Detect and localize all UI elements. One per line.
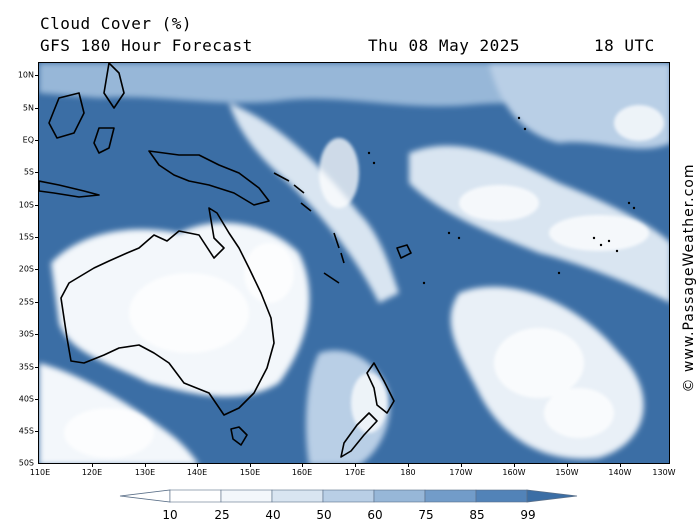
cloud-texture	[64, 105, 664, 458]
tasmania-coast	[230, 426, 248, 446]
new-caledonia	[323, 272, 340, 284]
lat-tick	[35, 269, 39, 270]
cloud-cover-map[interactable]	[38, 62, 670, 464]
lat-label-50s: 50S	[18, 458, 34, 468]
legend-label-85: 85	[469, 508, 485, 522]
lon-tick	[620, 463, 621, 467]
legend-swatch	[220, 489, 273, 503]
lat-tick	[35, 302, 39, 303]
philippines-coast	[103, 63, 125, 109]
legend-label-50: 50	[316, 508, 332, 522]
lat-label-5s: 5S	[23, 167, 34, 177]
lat-tick	[35, 205, 39, 206]
map-title: Cloud Cover (%)	[40, 14, 192, 33]
lon-label-130e: 130E	[134, 468, 156, 477]
lat-label-5n: 5N	[22, 103, 34, 113]
java-coast	[39, 180, 100, 198]
lon-tick	[302, 463, 303, 467]
lon-label-150e: 150E	[239, 468, 261, 477]
new-guinea-coast	[148, 150, 270, 206]
lon-label-170e: 170E	[344, 468, 366, 477]
lon-tick	[355, 463, 356, 467]
legend-arrow-high	[526, 489, 578, 503]
lat-label-35s: 35S	[18, 362, 34, 372]
cloud-central-band	[229, 103, 399, 303]
legend-swatch	[475, 489, 528, 503]
lon-tick	[197, 463, 198, 467]
lon-label-160e: 160E	[291, 468, 313, 477]
map-canvas	[39, 63, 669, 463]
nz-north-island	[366, 362, 395, 414]
legend-label-99: 99	[520, 508, 536, 522]
legend-swatch	[322, 489, 375, 503]
small-islands	[367, 116, 636, 285]
legend-swatch	[373, 489, 426, 503]
lat-label-15s: 15S	[18, 232, 34, 242]
vanuatu-islands	[333, 232, 345, 264]
lat-label-40s: 40S	[18, 394, 34, 404]
lat-tick	[35, 108, 39, 109]
lon-label-180: 180	[400, 468, 416, 477]
lon-tick	[145, 463, 146, 467]
lat-label-10n: 10N	[17, 70, 34, 80]
fiji-islands	[396, 244, 412, 259]
legend-label-60: 60	[367, 508, 383, 522]
coastlines	[39, 63, 412, 458]
lon-tick	[250, 463, 251, 467]
lon-label-140e: 140E	[186, 468, 208, 477]
lon-label-160w: 160W	[502, 468, 526, 477]
lon-label-170w: 170W	[449, 468, 473, 477]
solomon-islands	[273, 172, 312, 212]
lon-label-130w: 130W	[652, 468, 676, 477]
legend-label-75: 75	[418, 508, 434, 522]
lon-tick	[461, 463, 462, 467]
lat-tick	[35, 172, 39, 173]
lon-label-110e: 110E	[29, 468, 51, 477]
forecast-time: 18 UTC	[594, 36, 655, 55]
lat-label-45s: 45S	[18, 426, 34, 436]
lon-label-120e: 120E	[81, 468, 103, 477]
lon-tick	[408, 463, 409, 467]
lat-label-20s: 20S	[18, 264, 34, 274]
lat-tick	[35, 237, 39, 238]
lon-tick	[92, 463, 93, 467]
lon-tick	[514, 463, 515, 467]
lon-label-140w: 140W	[608, 468, 632, 477]
lat-tick	[35, 399, 39, 400]
lat-tick	[35, 431, 39, 432]
legend-label-10: 10	[162, 508, 178, 522]
australia-coast	[60, 207, 275, 416]
source-credit: © www.PassageWeather.com	[681, 163, 697, 393]
lat-tick	[35, 334, 39, 335]
legend-label-25: 25	[214, 508, 230, 522]
lat-tick	[35, 140, 39, 141]
legend-arrow-low	[119, 489, 171, 503]
legend-label-40: 40	[265, 508, 281, 522]
legend-swatch	[271, 489, 324, 503]
legend-swatch	[424, 489, 477, 503]
cloud-east-patch	[409, 145, 669, 303]
sulawesi-coast	[93, 127, 115, 154]
lat-label-eq: EQ	[22, 135, 34, 145]
forecast-date: Thu 08 May 2025	[368, 36, 520, 55]
legend-swatch	[169, 489, 222, 503]
lat-label-10s: 10S	[18, 200, 34, 210]
lat-label-30s: 30S	[18, 329, 34, 339]
legend-colorbar	[119, 489, 578, 503]
borneo-coast	[48, 92, 85, 139]
lat-tick	[35, 367, 39, 368]
lon-tick	[567, 463, 568, 467]
lat-label-25s: 25S	[18, 297, 34, 307]
nz-south-island	[340, 412, 378, 458]
forecast-subtitle: GFS 180 Hour Forecast	[40, 36, 253, 55]
lon-label-150w: 150W	[555, 468, 579, 477]
lat-tick	[35, 75, 39, 76]
